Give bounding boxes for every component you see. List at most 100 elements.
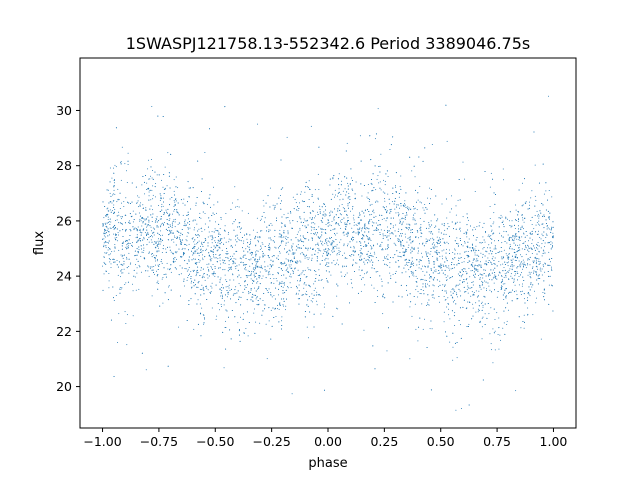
data-point [428,187,430,189]
data-point [407,246,409,248]
data-point [473,235,475,237]
data-point [156,251,158,253]
data-point [414,176,416,178]
data-point [128,272,130,274]
data-point [464,178,466,180]
data-point [243,242,245,244]
data-point [475,249,477,251]
data-point [411,257,413,259]
data-point [336,232,338,234]
data-point [364,209,366,211]
data-point [280,285,282,287]
data-point [279,245,281,247]
data-point [525,244,527,246]
data-point [369,238,371,240]
data-point [311,293,313,295]
data-point [297,298,299,300]
data-point [536,215,538,217]
data-point [515,209,517,211]
data-point [514,259,516,261]
data-point [232,246,234,248]
data-point [350,210,351,212]
data-point [193,247,195,249]
data-point [485,232,487,234]
data-point [394,243,396,245]
data-point [184,248,186,250]
data-point [529,204,531,206]
data-point [162,213,164,215]
data-point [148,191,150,193]
data-point [518,189,520,191]
data-point [256,272,258,274]
data-point [386,235,388,237]
data-point [229,289,231,291]
data-point [109,248,110,250]
data-point [395,185,397,187]
data-point [284,261,286,263]
data-point [218,267,220,269]
data-point [330,244,332,246]
data-point [552,246,554,248]
data-point [157,115,159,117]
data-point [516,238,518,240]
data-point [211,287,213,289]
data-point [253,274,255,276]
data-point [174,221,176,223]
data-point [194,293,196,295]
data-point [368,210,370,212]
data-point [497,252,499,254]
data-point [543,266,545,268]
data-point [430,268,432,270]
data-point [162,277,164,279]
data-point [543,193,545,195]
data-point [358,254,360,256]
data-point [389,266,391,268]
data-point [154,221,156,223]
data-point [466,289,468,291]
data-point [487,235,489,237]
data-point [103,256,105,258]
data-point [392,273,394,275]
data-point [150,239,152,241]
data-point [371,203,373,205]
data-point [212,250,214,252]
data-point [521,283,523,285]
data-point [366,253,368,255]
data-point [481,280,483,282]
data-point [137,226,139,228]
data-point [324,242,326,244]
data-point [390,208,392,210]
data-point [480,261,482,263]
data-point [395,270,397,272]
data-point [203,289,205,291]
data-point [207,277,209,279]
data-point [151,295,153,297]
data-point [362,227,364,229]
data-point [155,243,157,245]
data-point [354,262,356,264]
data-point [538,182,540,184]
data-point [317,252,319,254]
data-point [177,212,179,214]
data-point [410,271,412,273]
data-point [499,232,501,234]
data-point [368,221,370,223]
data-point [129,263,131,265]
data-point [223,367,225,369]
data-point [390,217,392,219]
data-point [483,222,485,224]
data-point [336,295,338,297]
data-point [192,254,194,256]
data-point [341,203,343,205]
data-point [297,247,299,249]
data-point [168,285,170,287]
data-point [451,296,453,298]
data-point [425,227,427,229]
data-point [281,280,283,282]
data-point [388,235,390,237]
data-point [503,257,505,259]
data-point [247,335,249,337]
data-point [114,247,116,249]
data-point [278,308,280,310]
